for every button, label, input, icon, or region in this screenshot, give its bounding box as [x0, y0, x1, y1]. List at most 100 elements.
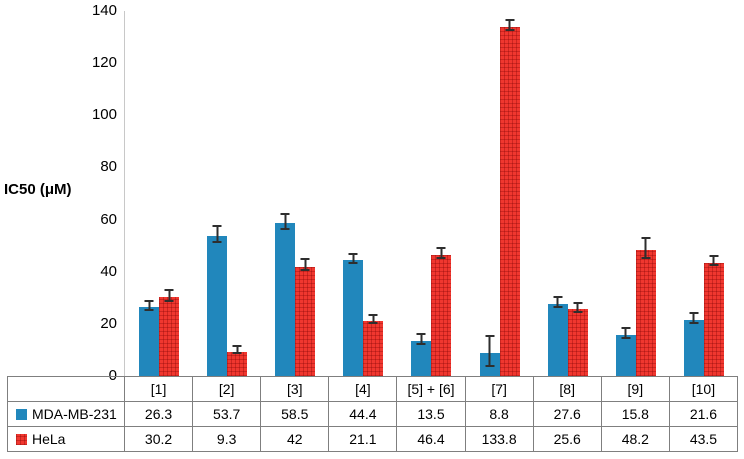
bar-slot	[411, 11, 432, 376]
category-header-cell: [5] + [6]	[396, 376, 466, 402]
bar-MDA-MB-231	[207, 236, 228, 376]
bar-slot	[479, 11, 500, 376]
bar-slot	[275, 11, 296, 376]
error-bar	[641, 237, 651, 260]
plot-area	[124, 11, 738, 376]
bar-MDA-MB-231	[615, 334, 636, 376]
error-bar	[621, 326, 631, 339]
y-tick-label: 80	[100, 158, 117, 176]
bar-HeLa	[159, 297, 180, 376]
bar-MDA-MB-231	[139, 307, 160, 376]
y-tick-label: 100	[91, 106, 117, 124]
value-cell: 133.8	[464, 426, 534, 452]
bar-slot	[615, 11, 636, 376]
y-tick-label: 40	[100, 262, 117, 280]
error-bar	[368, 313, 378, 325]
bar-MDA-MB-231	[411, 340, 432, 376]
bar-MDA-MB-231	[547, 304, 568, 376]
bar-group	[125, 11, 193, 376]
error-bar	[212, 225, 222, 243]
bar-slot	[139, 11, 160, 376]
y-tick-label: 120	[91, 54, 117, 72]
bar-group	[261, 11, 329, 376]
series-name: MDA-MB-231	[32, 406, 117, 422]
error-bar	[485, 334, 495, 368]
value-cell: 21.1	[328, 426, 398, 452]
error-bar	[280, 212, 290, 230]
category-header-cell: [9]	[600, 376, 670, 402]
value-cell: 8.8	[464, 401, 534, 427]
value-cell: 21.6	[668, 401, 739, 427]
bar-group	[466, 11, 534, 376]
y-axis-tick-labels: 0 20 40 60 80 100 120 140	[0, 0, 117, 459]
bar-slot	[499, 11, 520, 376]
value-cell: 43.5	[668, 426, 739, 452]
value-cell: 27.6	[532, 401, 602, 427]
value-cell: 13.5	[396, 401, 466, 427]
legend-cell: MDA-MB-231	[7, 401, 125, 427]
series-row: HeLa 30.2 9.3 42 21.1 46.4 133.8 25.6 48.2 43.5	[7, 426, 739, 452]
table-corner-cell	[7, 376, 125, 402]
bar-slot	[431, 11, 452, 376]
series-row: MDA-MB-231 26.3 53.7 58.5 44.4 13.5 8.8 27.6 15.…	[7, 401, 739, 427]
value-cell: 44.4	[328, 401, 398, 427]
bar-slot	[683, 11, 704, 376]
value-cell: 9.3	[192, 426, 262, 452]
bar-group	[193, 11, 261, 376]
bar-HeLa	[295, 266, 316, 376]
bar-slot	[343, 11, 364, 376]
y-tick-label: 140	[91, 2, 117, 19]
bar-HeLa	[363, 321, 384, 376]
bar-slot	[227, 11, 248, 376]
category-header-cell: [4]	[328, 376, 398, 402]
legend-swatch-MDA-MB-231	[16, 408, 27, 420]
bar-HeLa	[703, 262, 724, 376]
bar-slot	[567, 11, 588, 376]
category-header-cell: [10]	[668, 376, 739, 402]
value-cell: 48.2	[600, 426, 670, 452]
bar-group	[602, 11, 670, 376]
bar-slot	[703, 11, 724, 376]
legend-cell: HeLa	[7, 426, 125, 452]
bar-HeLa	[567, 309, 588, 376]
bar-HeLa	[499, 27, 520, 376]
value-cell: 25.6	[532, 426, 602, 452]
y-tick-label: 0	[108, 367, 117, 384]
table-header-row: [1] [2] [3] [4] [5] + [6] [7] [8] [9] [10]	[7, 376, 739, 402]
legend-entry: HeLa	[10, 431, 122, 447]
error-bar	[689, 311, 699, 324]
y-tick-label: 20	[100, 314, 117, 332]
bar-HeLa	[431, 255, 452, 376]
bar-slot	[295, 11, 316, 376]
legend-entry: MDA-MB-231	[10, 406, 122, 422]
bar-slot	[547, 11, 568, 376]
error-bar	[144, 299, 154, 312]
bar-MDA-MB-231	[683, 319, 704, 376]
value-cell: 42	[260, 426, 330, 452]
error-bar	[164, 288, 174, 302]
error-bar	[436, 247, 446, 259]
series-name: HeLa	[32, 431, 66, 447]
value-cell: 30.2	[123, 426, 194, 452]
bar-MDA-MB-231	[343, 260, 364, 376]
bar-group	[397, 11, 465, 376]
error-bar	[416, 332, 426, 345]
error-bar	[553, 296, 563, 308]
bar-groups	[125, 11, 738, 376]
value-cell: 53.7	[192, 401, 262, 427]
bar-MDA-MB-231	[275, 223, 296, 376]
category-header-cell: [7]	[464, 376, 534, 402]
error-bar	[300, 257, 310, 272]
bar-HeLa	[635, 250, 656, 376]
bar-group	[670, 11, 738, 376]
error-bar	[573, 301, 583, 313]
category-header-cell: [3]	[260, 376, 330, 402]
bar-group	[329, 11, 397, 376]
bar-HeLa	[227, 351, 248, 376]
table-body: [1] [2] [3] [4] [5] + [6] [7] [8] [9] [10] MDA-MB…	[7, 376, 739, 452]
data-table: [1] [2] [3] [4] [5] + [6] [7] [8] [9] [10] MDA-MB…	[7, 376, 739, 452]
bar-slot	[635, 11, 656, 376]
bar-slot	[207, 11, 228, 376]
value-cell: 26.3	[123, 401, 194, 427]
